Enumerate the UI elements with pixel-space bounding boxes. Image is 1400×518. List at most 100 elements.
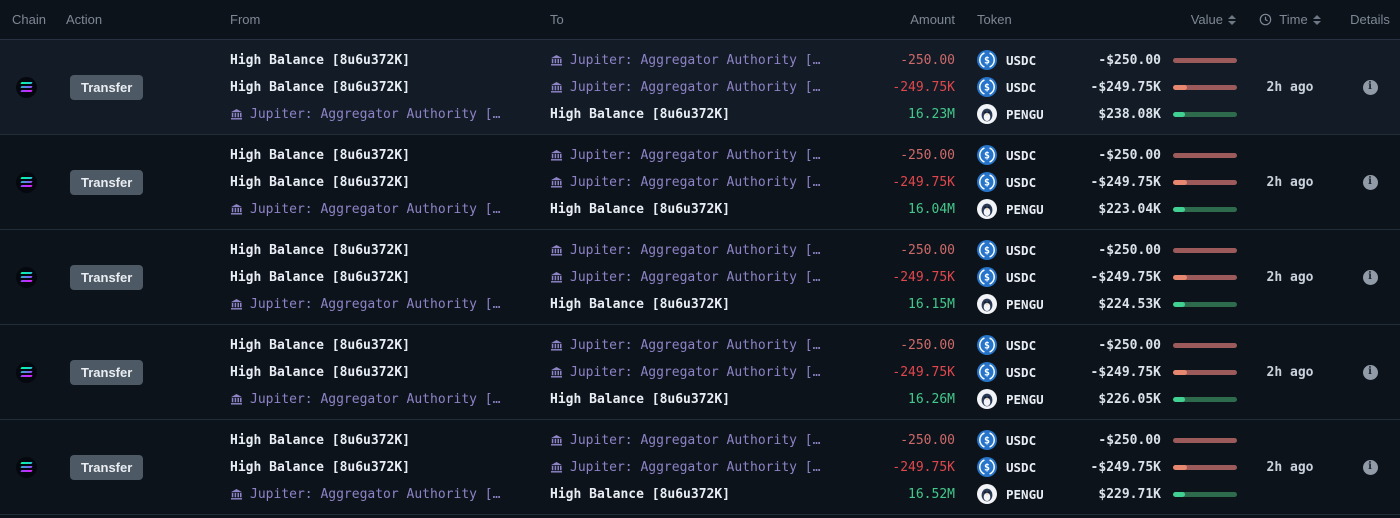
- action-cell: Transfer: [58, 169, 230, 195]
- address-link[interactable]: High Balance [8u6u372K]: [230, 432, 411, 448]
- address-link[interactable]: Jupiter: Aggregator Authority […: [230, 481, 550, 508]
- token[interactable]: PENGU: [957, 481, 1063, 508]
- address-link[interactable]: Jupiter: Aggregator Authority […: [550, 169, 870, 196]
- action-badge[interactable]: Transfer: [70, 74, 144, 100]
- svg-text:$: $: [984, 83, 990, 94]
- address-link[interactable]: Jupiter: Aggregator Authority […: [550, 427, 870, 454]
- amount-value: -249.75K: [892, 364, 955, 380]
- action-cell: Transfer: [58, 359, 230, 385]
- address-link[interactable]: High Balance [8u6u372K]: [550, 486, 731, 502]
- address-link[interactable]: High Balance [8u6u372K]: [550, 201, 731, 217]
- value-cell: -$250.00 -$249.75K $238.08K: [1063, 40, 1240, 134]
- action-badge[interactable]: Transfer: [70, 359, 144, 385]
- value-row: $238.08K: [1063, 101, 1240, 128]
- amount-value: 16.52M: [908, 486, 955, 502]
- bank-icon: [550, 244, 563, 257]
- address-link[interactable]: Jupiter: Aggregator Authority […: [550, 359, 870, 386]
- column-header-value[interactable]: Value: [1063, 12, 1240, 27]
- token[interactable]: PENGU: [957, 196, 1063, 223]
- details-info-icon[interactable]: [1362, 459, 1378, 475]
- details-info-icon[interactable]: [1362, 79, 1378, 95]
- details-info-icon[interactable]: [1362, 269, 1378, 285]
- address-link[interactable]: Jupiter: Aggregator Authority […: [550, 74, 870, 101]
- from-cell: High Balance [8u6u372K] High Balance [8u…: [230, 135, 550, 229]
- time-value: 2h ago: [1266, 79, 1314, 95]
- token[interactable]: $ USDC: [957, 74, 1063, 101]
- address-link[interactable]: Jupiter: Aggregator Authority […: [230, 386, 550, 413]
- column-header-chain: Chain: [12, 12, 46, 27]
- address-link[interactable]: Jupiter: Aggregator Authority […: [230, 196, 550, 223]
- address-link[interactable]: Jupiter: Aggregator Authority […: [550, 264, 870, 291]
- address-link[interactable]: Jupiter: Aggregator Authority […: [230, 101, 550, 128]
- token-cell: $ USDC $ USDC PENGU: [957, 40, 1063, 134]
- token[interactable]: PENGU: [957, 291, 1063, 318]
- action-badge[interactable]: Transfer: [70, 454, 144, 480]
- address-link[interactable]: High Balance [8u6u372K]: [230, 459, 411, 475]
- bank-icon: [550, 461, 563, 474]
- usdc-icon: $: [977, 145, 997, 165]
- value-cell: -$250.00 -$249.75K $223.04K: [1063, 135, 1240, 229]
- token[interactable]: PENGU: [957, 386, 1063, 413]
- amount-value: -249.75K: [892, 459, 955, 475]
- column-header-time[interactable]: Time: [1240, 12, 1340, 27]
- pengu-icon: [977, 294, 997, 314]
- action-badge[interactable]: Transfer: [70, 169, 144, 195]
- token[interactable]: $ USDC: [957, 169, 1063, 196]
- address-link[interactable]: Jupiter: Aggregator Authority […: [550, 142, 870, 169]
- action-badge[interactable]: Transfer: [70, 264, 144, 290]
- token[interactable]: PENGU: [957, 101, 1063, 128]
- token[interactable]: $ USDC: [957, 264, 1063, 291]
- column-header-details: Details: [1350, 12, 1390, 27]
- address-link[interactable]: High Balance [8u6u372K]: [230, 242, 411, 258]
- svg-text:$: $: [984, 436, 990, 447]
- address-link[interactable]: High Balance [8u6u372K]: [550, 106, 731, 122]
- details-info-icon[interactable]: [1362, 174, 1378, 190]
- value-cell: -$250.00 -$249.75K $226.05K: [1063, 325, 1240, 419]
- address-link[interactable]: High Balance [8u6u372K]: [230, 52, 411, 68]
- address-link[interactable]: Jupiter: Aggregator Authority […: [550, 47, 870, 74]
- details-info-icon[interactable]: [1362, 364, 1378, 380]
- usdc-icon: $: [977, 240, 997, 260]
- token[interactable]: $ USDC: [957, 427, 1063, 454]
- amount-value: 16.15M: [908, 296, 955, 312]
- address-link[interactable]: Jupiter: Aggregator Authority […: [550, 332, 870, 359]
- address-link[interactable]: High Balance [8u6u372K]: [550, 391, 731, 407]
- usdc-icon: $: [977, 430, 997, 450]
- address-link[interactable]: High Balance [8u6u372K]: [230, 337, 411, 353]
- sort-arrows-icon[interactable]: [1312, 14, 1321, 25]
- table-body: Transfer High Balance [8u6u372K] High Ba…: [0, 40, 1400, 515]
- time-value: 2h ago: [1266, 364, 1314, 380]
- table-row: Transfer High Balance [8u6u372K] High Ba…: [0, 230, 1400, 325]
- pengu-icon: [977, 484, 997, 504]
- bank-icon: [230, 488, 243, 501]
- address-link[interactable]: Jupiter: Aggregator Authority […: [230, 291, 550, 318]
- token[interactable]: $ USDC: [957, 332, 1063, 359]
- token[interactable]: $ USDC: [957, 237, 1063, 264]
- address-link[interactable]: High Balance [8u6u372K]: [230, 174, 411, 190]
- token[interactable]: $ USDC: [957, 359, 1063, 386]
- table-row: Transfer High Balance [8u6u372K] High Ba…: [0, 420, 1400, 515]
- sort-arrows-icon[interactable]: [1228, 14, 1236, 25]
- token[interactable]: $ USDC: [957, 454, 1063, 481]
- action-cell: Transfer: [58, 454, 230, 480]
- usdc-icon: $: [977, 267, 997, 287]
- table-row: Transfer High Balance [8u6u372K] High Ba…: [0, 135, 1400, 230]
- value-amount: -$250.00: [1098, 432, 1161, 448]
- token[interactable]: $ USDC: [957, 47, 1063, 74]
- address-link[interactable]: High Balance [8u6u372K]: [230, 147, 411, 163]
- token[interactable]: $ USDC: [957, 142, 1063, 169]
- address-link[interactable]: High Balance [8u6u372K]: [230, 364, 411, 380]
- value-bar: [1173, 111, 1237, 117]
- address-link[interactable]: Jupiter: Aggregator Authority […: [550, 454, 870, 481]
- address-link[interactable]: Jupiter: Aggregator Authority […: [550, 237, 870, 264]
- amount-value: -249.75K: [892, 269, 955, 285]
- column-header-from: From: [230, 12, 261, 27]
- address-link[interactable]: High Balance [8u6u372K]: [550, 296, 731, 312]
- address-link[interactable]: High Balance [8u6u372K]: [230, 269, 411, 285]
- value-row: -$250.00: [1063, 47, 1240, 74]
- time-value: 2h ago: [1266, 269, 1314, 285]
- token-cell: $ USDC $ USDC PENGU: [957, 325, 1063, 419]
- from-cell: High Balance [8u6u372K] High Balance [8u…: [230, 40, 550, 134]
- address-link[interactable]: High Balance [8u6u372K]: [230, 79, 411, 95]
